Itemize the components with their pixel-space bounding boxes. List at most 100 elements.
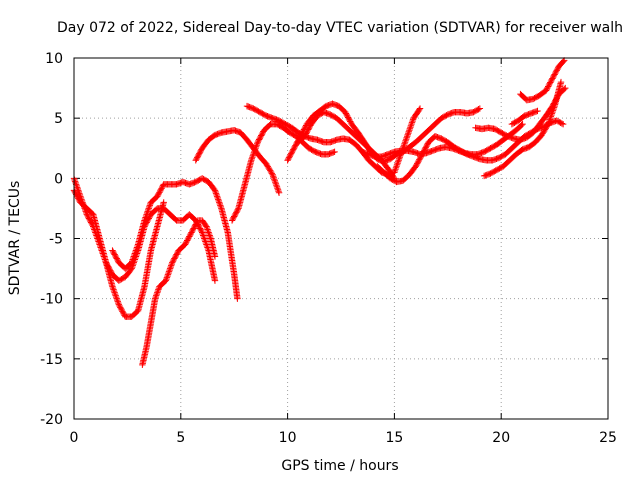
data-point [203,241,210,248]
data-point [142,212,150,220]
data-point [560,58,567,65]
data-point [210,185,218,193]
data-point [416,155,424,162]
data-point [546,117,553,125]
data-point [216,200,223,208]
data-point [420,148,427,155]
data-point [204,244,211,251]
data-point [195,151,202,159]
data-point [400,142,408,149]
data-point [165,269,172,277]
data-point [331,148,338,156]
data-point [112,254,120,261]
data-point [547,114,554,122]
data-point [396,155,403,162]
data-point [408,120,415,128]
data-point [393,163,400,170]
data-point [274,185,281,192]
data-point [553,67,560,74]
data-point [413,160,421,167]
data-point [164,271,172,278]
data-point [203,242,211,250]
data-point [423,143,430,150]
data-point [196,149,204,156]
data-point [251,146,259,153]
data-point [540,127,548,135]
data-point [183,238,190,246]
data-point [286,153,293,160]
data-point [418,151,426,158]
data-point [193,155,200,163]
data-point [73,192,81,199]
data-point [265,164,272,172]
data-point [252,145,259,152]
data-point [114,296,121,304]
data-point [542,125,549,132]
data-point [233,209,240,216]
data-point [250,151,257,158]
data-point [258,132,265,139]
x-tick-label: 20 [492,430,510,446]
data-point [404,131,411,138]
data-point [198,227,205,235]
data-point [85,215,93,222]
data-point [202,239,210,247]
data-point [71,176,78,184]
data-point [197,147,204,155]
data-point [203,224,211,232]
data-point [549,107,557,114]
x-axis-label: GPS time / hours [281,458,398,474]
data-point [215,197,222,205]
data-point [201,235,208,242]
axis-ticks: 0 5 10 15 20 25 -20 -15 -10 -5 0 5 10 [40,51,617,446]
data-point [110,250,118,257]
data-point [132,247,140,254]
data-point [234,295,241,302]
data-point [549,73,557,81]
data-point [129,256,136,263]
data-point [216,199,223,206]
data-series [374,117,567,186]
data-point [404,133,411,140]
data-series [109,175,241,302]
data-point [342,110,350,117]
data-point [217,203,225,211]
data-point [409,116,417,123]
data-point [302,131,309,139]
data-point [113,295,120,302]
data-point [407,122,415,129]
data-point [130,254,137,262]
data-point [229,215,236,223]
data-point [114,298,121,305]
data-point [153,290,160,298]
x-tick-label: 5 [176,430,185,446]
data-point [405,130,412,137]
data-point [204,227,212,235]
data-point [407,123,414,131]
data-point [417,153,424,161]
data-point [269,171,276,178]
data-point [185,234,192,242]
data-point [232,210,239,217]
data-point [211,187,219,194]
data-point [547,77,555,85]
data-point [200,232,207,239]
data-point [116,302,123,310]
data-point [162,277,170,284]
x-tick-label: 0 [70,430,79,446]
data-point [291,143,298,151]
data-point [164,272,171,280]
data-point [306,123,313,131]
data-point [114,256,121,264]
data-point [544,122,551,129]
data-point [542,87,550,94]
data-series [517,57,568,104]
data-point [392,166,399,173]
data-point [119,308,126,315]
data-point [562,84,569,92]
data-point [214,194,221,202]
chart-title: Day 072 of 2022, Sidereal Day-to-day VTE… [57,20,623,36]
data-point [202,238,209,245]
data-point [170,256,177,264]
data-point [146,202,154,209]
